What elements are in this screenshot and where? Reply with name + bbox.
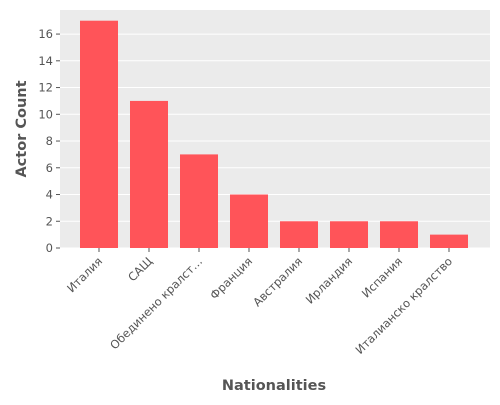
x-tick-label: Обединено кралст… xyxy=(107,254,205,352)
bar xyxy=(280,221,318,248)
y-axis-label: Actor Count xyxy=(14,80,30,177)
y-tick-label: 6 xyxy=(46,161,53,175)
x-tick-label: Ирландия xyxy=(303,254,355,306)
bar xyxy=(430,234,468,248)
bar xyxy=(330,221,368,248)
y-tick-label: 4 xyxy=(46,188,53,202)
y-tick-label: 8 xyxy=(46,134,53,148)
y-axis-ticks: 0 2 4 6 8 10 12 14 16 xyxy=(38,27,60,255)
x-tick-label: Австралия xyxy=(250,254,305,309)
y-tick-label: 16 xyxy=(38,27,53,41)
x-tick-label: Италианско кралство xyxy=(352,254,455,357)
x-tick-label: Италия xyxy=(64,254,105,295)
bar xyxy=(380,221,418,248)
y-tick-label: 14 xyxy=(38,54,53,68)
bars xyxy=(80,20,468,249)
x-tick-label: Испания xyxy=(359,254,405,300)
y-tick-label: 2 xyxy=(46,214,53,228)
x-tick-label: САЩ xyxy=(125,254,155,284)
y-tick-label: 0 xyxy=(46,241,53,255)
bar xyxy=(80,20,118,249)
plot-background xyxy=(60,10,490,248)
x-tick-label: Франция xyxy=(207,254,255,302)
y-tick-label: 12 xyxy=(38,81,53,95)
bar xyxy=(130,100,168,248)
bar xyxy=(230,194,268,248)
y-tick-label: 10 xyxy=(38,107,53,121)
x-axis-label: Nationalities xyxy=(222,378,326,394)
bar xyxy=(180,154,218,248)
